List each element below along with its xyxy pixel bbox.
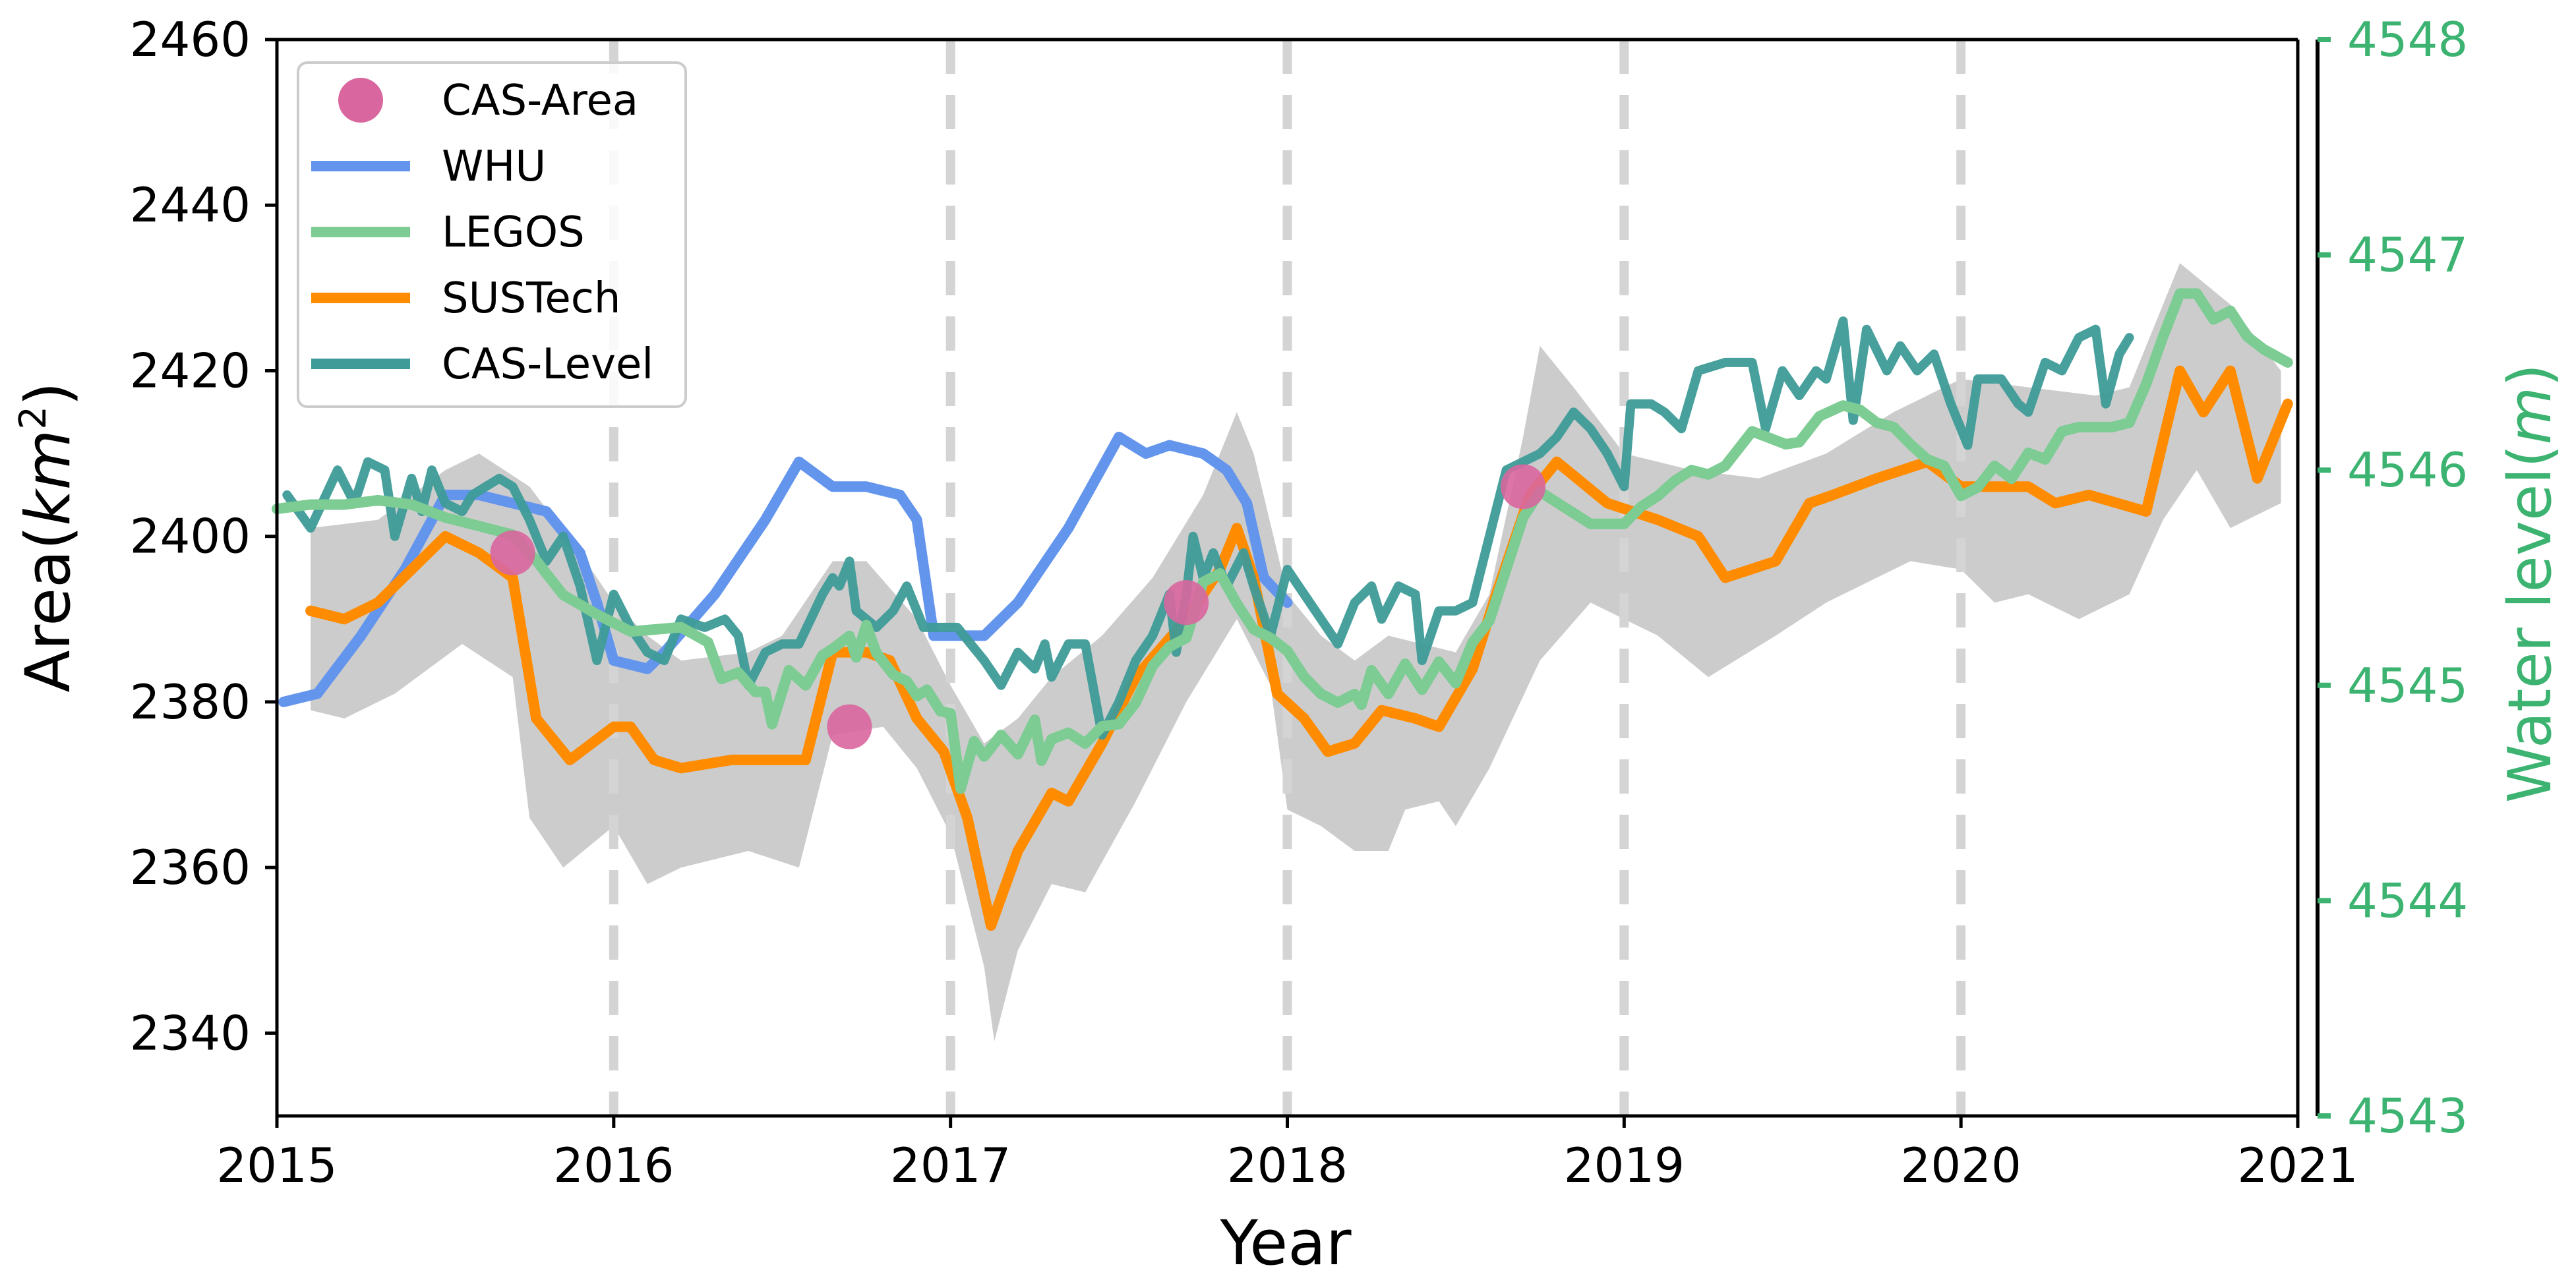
legend-marker-cas_area	[338, 78, 383, 123]
y2-tick-label: 4543	[2347, 1088, 2468, 1144]
series-line-cas_level	[282, 316, 2134, 740]
series-layer	[272, 288, 2293, 931]
y2-tick-label: 4548	[2347, 12, 2468, 67]
series-line-whu	[278, 432, 1293, 707]
y-tick-label: 2460	[130, 12, 251, 67]
y-tick-label: 2340	[130, 1005, 251, 1061]
y-tick-label: 2380	[130, 674, 251, 730]
legend-label-sustech: SUSTech	[442, 274, 620, 323]
legend: CAS-Area WHU LEGOS SUSTech CAS-Level	[297, 61, 687, 408]
y-tick-label: 2420	[130, 343, 251, 398]
y-axis-label: Area(km2)	[12, 382, 84, 692]
x-tick-label: 2017	[890, 1138, 1011, 1193]
uncertainty-band-layer	[311, 263, 2281, 1041]
x-tick-label: 2018	[1227, 1138, 1348, 1193]
y-tick-label: 2360	[130, 840, 251, 895]
y-tick-label: 2400	[130, 509, 251, 564]
tick-layer: 2015 2016 2017 2018 2019 2020 2021 2340 2360 2380…	[130, 12, 2468, 1193]
x-tick-label: 2015	[216, 1138, 337, 1193]
x-tick-label: 2019	[1564, 1138, 1685, 1193]
point-cas_area-2	[1164, 580, 1209, 626]
x-axis-label: Year	[1219, 1208, 1351, 1279]
x-tick-label: 2016	[553, 1138, 674, 1193]
legend-label-whu: WHU	[442, 142, 546, 191]
point-layer	[490, 464, 1546, 749]
uncertainty-band	[311, 263, 2281, 1041]
x-tick-label: 2021	[2237, 1138, 2358, 1193]
point-cas_area-1	[827, 704, 872, 749]
point-cas_area-0	[490, 530, 535, 575]
legend-label-legos: LEGOS	[442, 208, 585, 257]
y2-tick-label: 4547	[2347, 227, 2468, 283]
y2-tick-label: 4544	[2347, 873, 2468, 928]
series-line-legos	[272, 288, 2293, 794]
point-cas_area-3	[1501, 464, 1546, 510]
y-tick-label: 2440	[130, 177, 251, 233]
x-tick-label: 2020	[1901, 1138, 2022, 1193]
y2-tick-label: 4545	[2347, 658, 2468, 713]
legend-label-cas_level: CAS-Level	[442, 340, 653, 389]
legend-frame	[297, 61, 687, 408]
legend-label-cas_area: CAS-Area	[442, 76, 638, 125]
y2-tick-label: 4546	[2347, 442, 2468, 498]
y2-axis-label: Water level(m)	[2496, 364, 2565, 803]
